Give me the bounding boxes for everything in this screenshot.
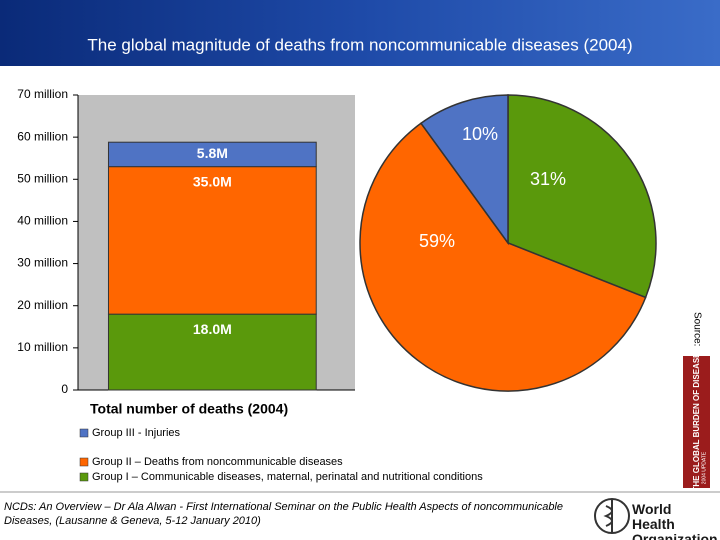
y-tick-label: 30 million xyxy=(17,256,68,270)
y-tick-label: 40 million xyxy=(17,214,68,228)
source-label: Source: xyxy=(691,312,702,346)
slide-title: The global magnitude of deaths from nonc… xyxy=(87,35,632,54)
organization: World Health Organization xyxy=(632,501,718,540)
bar-segment xyxy=(107,166,317,315)
value-label: 18.0M xyxy=(193,321,232,337)
header-band xyxy=(0,0,720,66)
pie-label: 59% xyxy=(419,231,455,251)
emblem-ring xyxy=(594,498,630,534)
value-label: 5.8M xyxy=(197,145,228,161)
legend-swatch xyxy=(79,472,89,482)
y-tick-label: 50 million xyxy=(17,171,68,185)
y-tick-label: 60 million xyxy=(17,129,68,143)
y-tick-label: 70 million xyxy=(17,87,68,101)
y-tick-label: 0 xyxy=(61,382,68,396)
book-cover xyxy=(683,356,710,488)
pie-label: 31% xyxy=(530,169,566,189)
legend-label: Group I – Communicable diseases, materna… xyxy=(92,471,483,483)
pie-label: 10% xyxy=(462,124,498,144)
legend-swatch xyxy=(79,457,89,467)
value-label: 35.0M xyxy=(193,173,232,189)
book-edition: 2004 UPDATE xyxy=(701,451,707,484)
y-tick-label: 10 million xyxy=(17,340,68,354)
chart-subtitle: Total number of deaths (2004) xyxy=(90,401,288,417)
emblem-snake xyxy=(603,505,613,527)
pie-slice xyxy=(507,94,657,299)
bar-segment xyxy=(107,313,317,391)
pie-slice xyxy=(359,122,647,392)
bar-segment xyxy=(107,141,317,168)
legend-label: Group II – Deaths from noncommunicable d… xyxy=(92,456,343,468)
footnote: NCDs: An Overview – Dr Ala Alwan - First… xyxy=(4,501,563,527)
y-tick-label: 20 million xyxy=(17,298,68,312)
pie-slice xyxy=(419,94,509,246)
legend-label: Group III - Injuries xyxy=(92,427,181,439)
legend-swatch xyxy=(79,428,89,438)
who-emblem xyxy=(594,498,630,534)
book-title: THE GLOBAL BURDEN OF DISEASE xyxy=(692,352,701,492)
